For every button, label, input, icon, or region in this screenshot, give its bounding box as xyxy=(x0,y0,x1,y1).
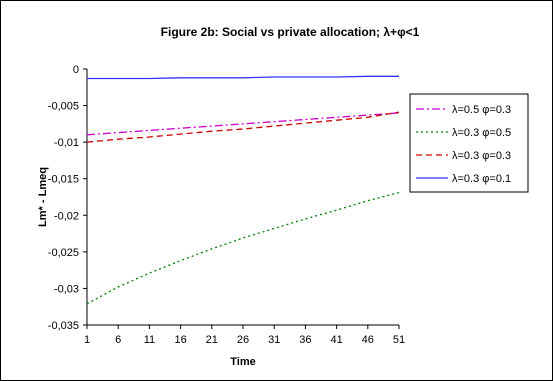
x-axis-title: Time xyxy=(230,356,255,368)
legend: λ=0.5 φ=0.3 λ=0.3 φ=0.5 λ=0.3 φ=0.3 λ=0.3 φ… xyxy=(409,93,529,193)
plot-area: 0 -0,005 -0,01 -0,015 -0,02 -0,025 -0,03 -0,035… xyxy=(48,64,405,346)
y-tick-label: -0,03 xyxy=(54,283,79,295)
legend-box xyxy=(409,93,529,193)
y-tick-label: -0,025 xyxy=(48,247,79,259)
chart-title: Figure 2b: Social vs private allocation;… xyxy=(161,25,420,39)
x-tick-label: 16 xyxy=(174,334,186,346)
x-tick-label: 21 xyxy=(206,334,218,346)
legend-label: λ=0.3 φ=0.5 xyxy=(452,127,511,139)
x-tick-label: 51 xyxy=(393,334,405,346)
y-tick-label: -0,02 xyxy=(54,210,79,222)
x-tick-label: 26 xyxy=(237,334,249,346)
x-tick-label: 36 xyxy=(299,334,311,346)
x-tick-label: 1 xyxy=(84,334,90,346)
legend-label: λ=0.5 φ=0.3 xyxy=(452,104,511,116)
legend-label: λ=0.3 φ=0.3 xyxy=(452,150,511,162)
y-tick-label: -0,01 xyxy=(54,137,79,149)
y-axis-title: Lm* - Lmeq xyxy=(37,167,49,227)
legend-label: λ=0.3 φ=0.1 xyxy=(452,173,511,185)
y-tick-label: -0,005 xyxy=(48,101,79,113)
x-tick-label: 11 xyxy=(144,334,155,346)
series-line-3 xyxy=(86,111,400,143)
x-tick-label: 31 xyxy=(268,334,280,346)
y-tick-label: 0 xyxy=(73,64,79,76)
x-tick-label: 41 xyxy=(330,334,342,346)
y-tick-label: -0,035 xyxy=(48,320,79,332)
x-tick-label: 46 xyxy=(362,334,374,346)
series-line-4 xyxy=(87,75,399,80)
series-line-1 xyxy=(86,112,400,136)
y-tick-label: -0,015 xyxy=(48,174,79,186)
x-tick-label: 6 xyxy=(115,334,121,346)
